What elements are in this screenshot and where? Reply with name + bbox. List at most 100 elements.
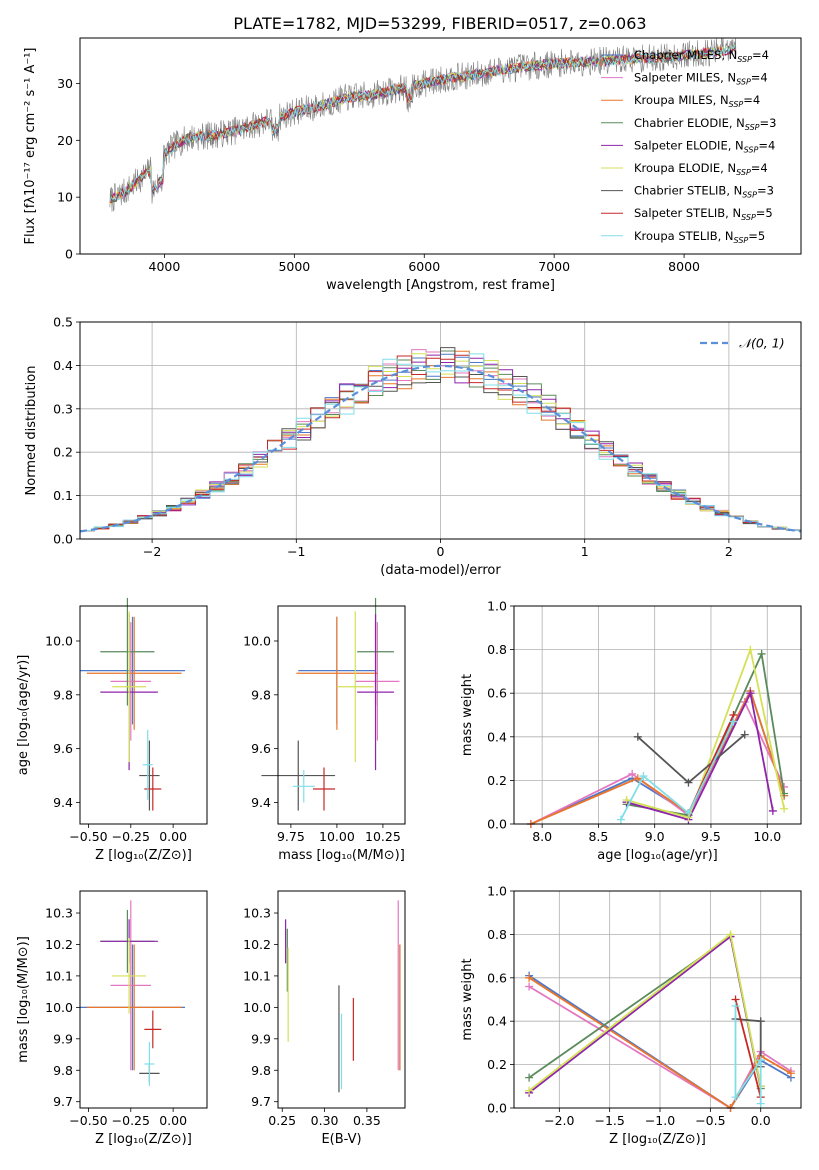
y-axis-label: mass weight — [460, 958, 475, 1040]
x-tick-label: 0.35 — [353, 1113, 381, 1128]
errorbar-kroupa-stelib — [144, 1041, 155, 1086]
data-point-marker — [731, 1093, 740, 1102]
legend-label-text: Kroupa STELIB, N — [634, 229, 734, 243]
data-point-marker — [740, 730, 749, 739]
y-tick-label: 9.8 — [251, 687, 271, 702]
y-tick-label: 1.0 — [487, 884, 507, 899]
x-tick-label: 0 — [437, 544, 445, 559]
axes-frame — [513, 890, 802, 1109]
axes-frame — [79, 605, 208, 825]
legend-label-subscript: SSP — [729, 100, 744, 109]
plot-area — [261, 597, 400, 811]
errorbar-chabrier-elodie — [100, 597, 155, 706]
x-tick-label: 8.0 — [532, 829, 552, 844]
plot-area — [109, 38, 737, 212]
histogram-salpeter-stelib — [80, 354, 801, 531]
x-axis-label: (data-model)/error — [380, 563, 501, 578]
legend: 𝒩(0, 1) — [700, 336, 785, 351]
axes-frame — [513, 605, 802, 825]
y-tick-label: 30 — [57, 76, 73, 91]
series-line — [528, 974, 792, 1110]
panel-mass-vs-z: −0.50 −0.25 0.00 9.7 9.8 9.9 10.0 10.1 10.2 10.3 Z… — [16, 890, 208, 1147]
x-axis-label: wavelength [Angstrom, rest frame] — [326, 278, 555, 293]
y-tick-label: 0.4 — [487, 1014, 507, 1029]
errorbar-kroupa-elodie — [112, 938, 147, 1014]
errorbar-kroupa-elodie — [112, 611, 147, 763]
series-salpeter-elodie — [525, 932, 765, 1097]
axes-frame — [277, 890, 406, 1109]
legend-label: Salpeter STELIB, NSSP=5 — [634, 206, 773, 222]
y-tick-label: 0.0 — [53, 532, 73, 547]
y-tick-label: 0.6 — [487, 686, 507, 701]
x-tick-label: 9.5 — [701, 829, 721, 844]
y-tick-label: 0.0 — [487, 817, 507, 832]
data-point-marker — [729, 717, 738, 726]
x-tick-label: 9.0 — [645, 829, 665, 844]
panel-weight-vs-z: −2.0 −1.5 −1.0 −0.5 0.0 0.0 0.2 0.4 0.6 0.8 1.0 Z [… — [460, 884, 802, 1147]
y-tick-label: 9.8 — [53, 687, 73, 702]
errorbar-salpeter-miles — [355, 622, 400, 741]
y-tick-label: 10.0 — [45, 1000, 73, 1015]
x-axis-label: Z [log₁₀(Z/Z⊙)] — [95, 1132, 192, 1147]
legend-label-tail: =4 — [758, 138, 775, 152]
data-point-marker — [746, 645, 755, 654]
series-line — [528, 934, 762, 1094]
x-axis-label: Z [log₁₀(Z/Z⊙)] — [95, 848, 192, 863]
legend-label-subscript: SSP — [745, 123, 760, 132]
y-tick-label: 9.9 — [53, 1031, 73, 1046]
legend-label-tail: =4 — [743, 93, 760, 107]
x-tick-label: 6000 — [408, 259, 440, 274]
axes-frame — [79, 37, 802, 255]
series-line — [530, 688, 785, 825]
legend-label: Kroupa MILES, NSSP=4 — [634, 93, 760, 109]
data-point-marker — [746, 689, 755, 698]
panel-age-vs-mass: 9.75 10.00 10.25 9.4 9.6 9.8 10.0 mass [log₁₀(M… — [243, 597, 406, 863]
y-tick-label: 9.6 — [53, 741, 73, 756]
x-tick-label: 7000 — [538, 259, 570, 274]
y-tick-label: 10.2 — [45, 937, 73, 952]
legend-label-text: Kroupa ELODIE, N — [634, 161, 736, 175]
y-axis-label: mass weight — [460, 674, 475, 756]
series-line — [528, 985, 792, 1110]
data-point-marker — [633, 774, 642, 783]
x-tick-label: −2.0 — [544, 1113, 574, 1128]
legend-label-tail: =5 — [756, 206, 773, 220]
y-tick-label: 10.0 — [243, 1000, 271, 1015]
legend-label-tail: =3 — [757, 184, 774, 198]
data-point-marker — [525, 973, 534, 982]
y-tick-label: 0.4 — [53, 358, 73, 373]
data-point-marker — [786, 1069, 795, 1078]
data-point-marker — [616, 815, 625, 824]
y-tick-label: 9.8 — [53, 1063, 73, 1078]
y-tick-label: 0.5 — [53, 315, 73, 330]
data-point-marker — [628, 769, 637, 778]
x-tick-label: 2 — [725, 544, 733, 559]
y-tick-label: 10.0 — [45, 633, 73, 648]
y-tick-label: 10.1 — [243, 968, 271, 983]
legend-label: Chabrier STELIB, NSSP=3 — [634, 184, 774, 200]
x-tick-label: −1.5 — [594, 1113, 624, 1128]
series-line — [734, 999, 762, 1098]
figure-title: PLATE=1782, MJD=53299, FIBERID=0517, z=0… — [233, 14, 646, 33]
x-tick-label: −1 — [287, 544, 305, 559]
legend-label: 𝒩(0, 1) — [739, 336, 785, 351]
x-tick-label: 9.75 — [277, 829, 305, 844]
legend-label-text: Chabrier MILES, N — [634, 48, 737, 62]
x-tick-label: −0.25 — [112, 829, 150, 844]
x-tick-label: 0.25 — [268, 1113, 296, 1128]
data-point-marker — [525, 1073, 534, 1082]
y-tick-label: 0.2 — [487, 773, 507, 788]
errorbar-salpeter-stelib — [144, 767, 162, 811]
legend-label-subscript: SSP — [734, 236, 749, 245]
y-axis-label: age [log₁₀(age/yr)] — [16, 655, 31, 776]
x-tick-label: 1 — [581, 544, 589, 559]
series-line — [734, 1006, 762, 1104]
x-tick-label: 4000 — [149, 259, 181, 274]
errorbar-kroupa-miles — [86, 944, 182, 1071]
data-point-marker — [768, 806, 777, 815]
legend-label-text: Chabrier ELODIE, N — [634, 116, 745, 130]
data-point-marker — [756, 1056, 765, 1065]
x-tick-label: 0.00 — [159, 829, 187, 844]
